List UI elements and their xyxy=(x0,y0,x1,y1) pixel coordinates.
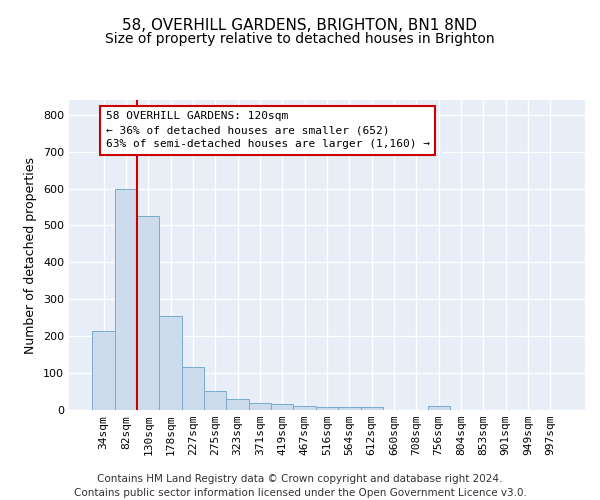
Bar xyxy=(249,402,271,410)
Text: 58 OVERHILL GARDENS: 120sqm
← 36% of detached houses are smaller (652)
63% of se: 58 OVERHILL GARDENS: 120sqm ← 36% of det… xyxy=(106,111,430,149)
Bar xyxy=(271,404,293,410)
Bar xyxy=(160,316,182,410)
Bar xyxy=(182,367,204,410)
Y-axis label: Number of detached properties: Number of detached properties xyxy=(25,156,37,354)
Text: Contains HM Land Registry data © Crown copyright and database right 2024.
Contai: Contains HM Land Registry data © Crown c… xyxy=(74,474,526,498)
Bar xyxy=(137,216,160,410)
Bar xyxy=(361,407,383,410)
Bar xyxy=(338,407,361,410)
Bar xyxy=(226,399,249,410)
Bar xyxy=(293,406,316,410)
Bar xyxy=(204,391,226,410)
Bar xyxy=(316,407,338,410)
Text: 58, OVERHILL GARDENS, BRIGHTON, BN1 8ND: 58, OVERHILL GARDENS, BRIGHTON, BN1 8ND xyxy=(122,18,478,32)
Bar xyxy=(428,406,450,410)
Bar xyxy=(92,330,115,410)
Text: Size of property relative to detached houses in Brighton: Size of property relative to detached ho… xyxy=(105,32,495,46)
Bar xyxy=(115,188,137,410)
